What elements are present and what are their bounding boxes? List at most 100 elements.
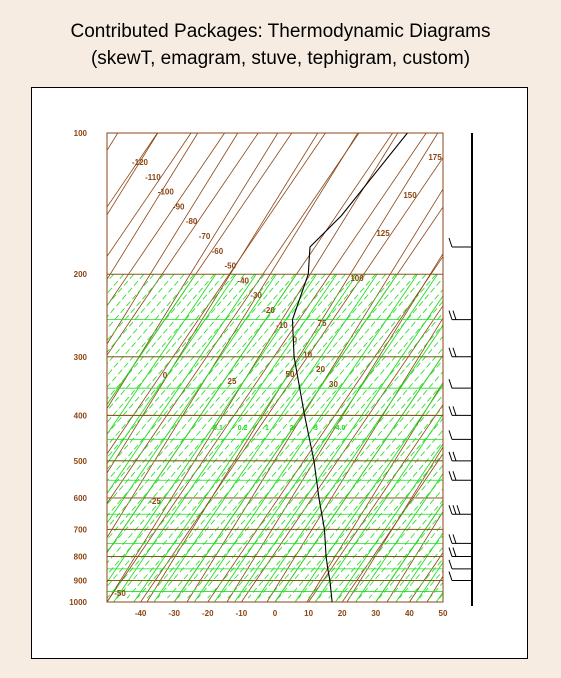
isotherm-label: 10	[303, 350, 312, 359]
isotherm	[409, 551, 443, 602]
saturation-adiabat	[107, 274, 135, 306]
isotherm-label: -80	[186, 217, 198, 226]
mixing-ratio-label: 3	[314, 425, 318, 432]
pressure-tick-label: 1000	[69, 598, 87, 607]
saturation-adiabat	[298, 429, 443, 599]
isotherm	[207, 255, 443, 602]
dry-adiabat	[0, 133, 38, 602]
saturation-adiabat	[107, 274, 185, 365]
dry-adiabat	[426, 575, 443, 602]
dry-adiabat-label: 25	[228, 377, 237, 386]
saturation-adiabat	[197, 312, 443, 599]
green-isotherm	[107, 274, 217, 435]
green-isotherm	[214, 274, 439, 602]
green-isotherm	[193, 274, 418, 602]
saturation-adiabat	[107, 274, 124, 295]
green-isotherm	[314, 413, 443, 602]
green-isotherm	[107, 274, 297, 554]
isotherm	[241, 305, 443, 602]
wind-barb	[448, 534, 472, 544]
isotherm-label: -50	[225, 262, 237, 271]
dry-adiabat-label: 0	[163, 371, 168, 380]
green-isotherm	[375, 502, 443, 602]
green-isotherm	[254, 324, 443, 602]
dry-adiabat	[0, 133, 78, 602]
saturation-adiabat	[439, 593, 443, 599]
green-isotherm	[415, 561, 443, 602]
wind-barb	[448, 471, 472, 481]
plot-border	[106, 132, 444, 603]
saturation-adiabat	[398, 546, 443, 599]
pressure-tick-label: 900	[74, 577, 88, 586]
temperature-tick-label: 50	[439, 609, 448, 618]
saturation-adiabat	[277, 406, 443, 599]
isotherm-label: -90	[173, 202, 185, 211]
green-isotherm	[107, 274, 257, 495]
saturation-adiabat	[107, 274, 376, 587]
isotherm-label: 20	[316, 365, 325, 374]
pressure-tick-label: 500	[74, 457, 88, 466]
isotherm	[308, 403, 443, 602]
dry-adiabat-label: 75	[318, 319, 327, 328]
dry-adiabat	[226, 252, 443, 602]
green-isotherm	[234, 295, 443, 602]
saturation-adiabat	[328, 464, 443, 599]
isotherm-label: -10	[276, 321, 288, 330]
temperature-tick-label: -20	[202, 609, 214, 618]
diagram-frame	[31, 87, 528, 659]
sounding-temperature-line	[291, 133, 408, 602]
isotherm-label: -120	[132, 158, 149, 167]
dry-adiabat	[306, 381, 443, 602]
isotherm-label: 30	[329, 380, 338, 389]
mixing-ratio-label: 2	[290, 425, 294, 432]
isotherm-label: -20	[263, 306, 275, 315]
dry-adiabat-label: 175	[428, 153, 442, 162]
isotherm-label: -110	[145, 173, 161, 182]
wind-barb	[448, 310, 472, 321]
mixing-ratio-label: 0.1	[213, 425, 223, 432]
isotherm	[107, 133, 326, 455]
temperature-tick-label: 40	[405, 609, 414, 618]
wind-barb	[448, 559, 472, 570]
dry-adiabat	[146, 133, 439, 602]
saturation-adiabat	[107, 274, 276, 470]
isotherm	[140, 156, 443, 602]
dry-adiabat-label: -50	[114, 589, 126, 598]
temperature-tick-label: 20	[338, 609, 347, 618]
isotherm	[107, 133, 225, 307]
wind-barb	[448, 430, 472, 440]
mixing-ratio-label: 0.2	[238, 425, 248, 432]
dry-adiabat	[467, 133, 561, 602]
isotherm	[442, 601, 443, 602]
saturation-adiabat	[0, 274, 53, 598]
green-lines	[0, 274, 561, 602]
title-line-1: Contributed Packages: Thermodynamic Diag…	[70, 21, 491, 42]
header: Contributed Packages: Thermodynamic Diag…	[0, 18, 561, 72]
dry-adiabat	[107, 133, 279, 410]
pressure-tick-label: 800	[74, 553, 88, 562]
isotherm	[107, 133, 192, 258]
green-isotherm	[113, 274, 338, 602]
green-isotherm	[477, 274, 561, 602]
saturation-adiabat	[0, 274, 73, 598]
mixing-ratio-label: 4.0	[336, 425, 346, 432]
isotherm-label: -70	[199, 232, 211, 241]
wind-barb	[448, 347, 472, 358]
isotherm	[107, 133, 360, 504]
saturation-adiabat	[107, 274, 195, 377]
dry-adiabat	[507, 133, 561, 602]
saturation-adiabat	[157, 274, 437, 599]
wind-barb	[448, 379, 472, 389]
green-isotherm	[107, 274, 277, 524]
dry-adiabat	[107, 133, 399, 602]
temperature-tick-label: 10	[304, 609, 313, 618]
green-isotherm	[153, 274, 378, 602]
isotherm	[341, 453, 443, 602]
green-isotherm	[107, 274, 237, 465]
saturation-adiabat	[107, 274, 175, 353]
green-isotherm	[395, 532, 443, 602]
isotherm	[107, 133, 259, 356]
wind-barb	[448, 547, 472, 558]
dry-adiabat	[547, 133, 561, 602]
dry-adiabat	[386, 510, 443, 602]
